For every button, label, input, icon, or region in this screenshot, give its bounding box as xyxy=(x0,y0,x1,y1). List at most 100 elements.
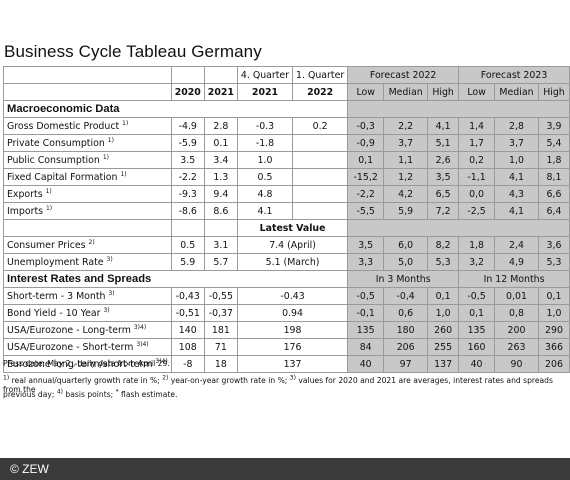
value-cell: 3,5 xyxy=(347,236,385,254)
header-2021: 2021 xyxy=(203,83,238,101)
value-cell: 71 xyxy=(203,338,238,356)
value-cell: 176 xyxy=(236,338,349,356)
value-cell: -1.8 xyxy=(236,134,294,152)
value-cell: 206 xyxy=(537,355,570,373)
row-label: Consumer Prices 2) xyxy=(3,236,172,254)
row-label: Public Consumption 1) xyxy=(3,151,172,169)
row-label: Eurozone long-term/short-term 3)4) xyxy=(3,355,172,373)
footnote-marker: 3)4) xyxy=(155,357,168,365)
value-cell: -0,4 xyxy=(383,287,429,305)
header-in-3-months: In 3 Months xyxy=(347,270,460,288)
value-cell: -4.9 xyxy=(170,117,205,135)
header-low: Low xyxy=(347,83,385,101)
value-cell: -0,37 xyxy=(203,304,238,322)
value-cell: 4,1 xyxy=(427,117,460,135)
value-cell: 200 xyxy=(494,321,539,339)
row-label-text: Eurozone long-term/short-term xyxy=(7,358,153,370)
header-blank xyxy=(3,66,172,84)
footnote-marker: 2) xyxy=(88,238,95,246)
value-cell: -1,1 xyxy=(458,168,495,186)
value-cell: -15,2 xyxy=(347,168,385,186)
value-cell: 4,1 xyxy=(494,202,539,220)
table-row: USA/Eurozone - Short-term 3)4) 108 71 176 84… xyxy=(3,338,570,356)
table-row: Exports 1) -9.3 9.4 4.8 -2,2 4,2 6,5 0,0 4,3 6,6 xyxy=(3,185,570,203)
header-forecast-2022: Forecast 2022 xyxy=(347,66,460,84)
row-label-text: USA/Eurozone - Long-term xyxy=(7,324,131,336)
value-cell: 0,2 xyxy=(458,151,495,169)
business-cycle-table: 4. Quarter 1. Quarter Forecast 2022 Forecas… xyxy=(2,66,570,373)
row-label-text: Bond Yield - 10 Year xyxy=(7,307,101,319)
row-label: Imports 1) xyxy=(3,202,172,220)
header-row-1: 4. Quarter 1. Quarter Forecast 2022 Forecas… xyxy=(3,66,570,84)
section-macro: Macroeconomic Data xyxy=(2,100,349,118)
value-cell: 6,6 xyxy=(537,185,570,203)
row-label: Short-term - 3 Month 3) xyxy=(3,287,172,305)
value-cell: 1.3 xyxy=(203,168,238,186)
value-cell: -0,9 xyxy=(347,134,385,152)
footnote-marker: 3)4) xyxy=(136,340,149,348)
value-cell xyxy=(292,134,349,152)
value-cell: 8,1 xyxy=(537,168,570,186)
value-cell: -0,51 xyxy=(170,304,205,322)
table-row: Private Consumption 1) -5.9 0.1 -1.8 -0,9 3,7… xyxy=(3,134,570,152)
table-row: Consumer Prices 2) 0.5 3.1 7.4 (April) 3,5 6,… xyxy=(3,236,570,254)
value-cell: 0,1 xyxy=(537,287,570,305)
value-cell: 9.4 xyxy=(203,185,238,203)
value-cell: 5,3 xyxy=(427,253,460,271)
header-blank xyxy=(203,66,238,84)
value-cell: -5,5 xyxy=(347,202,385,220)
value-cell: 1,7 xyxy=(458,134,495,152)
value-cell: 2,8 xyxy=(494,117,539,135)
footnote-marker: 3) xyxy=(103,306,110,314)
value-cell: -9.3 xyxy=(170,185,205,203)
value-cell: 5,1 xyxy=(427,134,460,152)
value-cell: 2,2 xyxy=(383,117,429,135)
value-cell: 198 xyxy=(236,321,349,339)
value-cell: 4.8 xyxy=(236,185,294,203)
value-cell: 7,2 xyxy=(427,202,460,220)
table-cell xyxy=(170,219,205,237)
value-cell: 1,2 xyxy=(383,168,429,186)
value-cell: 1,4 xyxy=(458,117,495,135)
value-cell: 0.1 xyxy=(203,134,238,152)
value-cell: 8,2 xyxy=(427,236,460,254)
section-row: Macroeconomic Data xyxy=(2,100,570,118)
value-cell: -2.2 xyxy=(170,168,205,186)
value-cell: 1,0 xyxy=(537,304,570,322)
row-label: Exports 1) xyxy=(3,185,172,203)
value-cell: -0.43 xyxy=(236,287,349,305)
value-cell xyxy=(292,168,349,186)
row-label: USA/Eurozone - Short-term 3)4) xyxy=(3,338,172,356)
value-cell: 3,6 xyxy=(537,236,570,254)
value-cell: 5.1 (March) xyxy=(236,253,349,271)
row-label: Fixed Capital Formation 1) xyxy=(3,168,172,186)
table-row: Bond Yield - 10 Year 3) -0,51 -0,37 0.94 -0,… xyxy=(3,304,570,322)
forecast-blank xyxy=(347,100,570,118)
value-cell: 6,4 xyxy=(537,202,570,220)
value-cell: 260 xyxy=(427,321,460,339)
latest-value-header: Latest Value xyxy=(236,219,349,237)
value-cell: 0,01 xyxy=(494,287,539,305)
table-row: Public Consumption 1) 3.5 3.4 1.0 0,1 1,1 2,6 0… xyxy=(3,151,570,169)
header-high: High xyxy=(537,83,570,101)
row-label-text: Public Consumption xyxy=(7,154,100,166)
value-cell: 0,1 xyxy=(458,304,495,322)
header-q4-year: 2021 xyxy=(236,83,294,101)
value-cell: 0.94 xyxy=(236,304,349,322)
row-label-text: Unemployment Rate xyxy=(7,256,104,268)
value-cell: -2,2 xyxy=(347,185,385,203)
value-cell: 4,3 xyxy=(494,185,539,203)
latest-header-row: Latest Value xyxy=(3,219,570,237)
value-cell: 40 xyxy=(347,355,385,373)
value-cell: 0.5 xyxy=(236,168,294,186)
value-cell: 263 xyxy=(494,338,539,356)
header-2020: 2020 xyxy=(170,83,205,101)
value-cell: 135 xyxy=(458,321,495,339)
value-cell: 108 xyxy=(170,338,205,356)
footnote-marker: 1) xyxy=(107,136,114,144)
value-cell: 0,6 xyxy=(383,304,429,322)
value-cell: 0.5 xyxy=(170,236,205,254)
table-row: USA/Eurozone - Long-term 3)4) 140 181 198 13… xyxy=(3,321,570,339)
value-cell: 4,2 xyxy=(383,185,429,203)
value-cell: 180 xyxy=(383,321,429,339)
